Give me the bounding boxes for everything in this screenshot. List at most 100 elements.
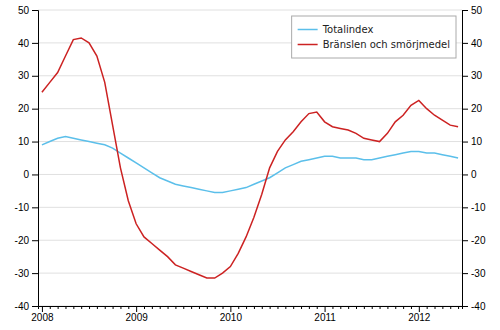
y2-tick-mark <box>462 109 468 110</box>
x-tick <box>387 306 388 309</box>
x-tick-mark <box>458 306 459 309</box>
plot-area <box>42 38 458 278</box>
x-tick <box>191 306 192 309</box>
y-tick-label: -30 <box>15 268 30 279</box>
x-tick-mark <box>427 306 428 309</box>
x-tick <box>175 306 176 309</box>
x-tick <box>160 306 161 309</box>
x-tick-mark <box>262 306 263 309</box>
x-tick <box>58 306 59 309</box>
x-tick-mark <box>270 306 271 309</box>
y2-tick: -40 <box>462 301 486 312</box>
y2-tick-label: 50 <box>471 5 483 16</box>
y2-tick-label: -20 <box>471 235 486 246</box>
y2-tick: -10 <box>462 202 486 213</box>
x-tick-mark <box>199 306 200 309</box>
x-tick <box>128 306 129 309</box>
x-tick <box>238 306 239 309</box>
x-tick-mark <box>58 306 59 309</box>
x-tick <box>50 306 51 309</box>
x-tick <box>152 306 153 309</box>
y-tick-label: 10 <box>18 136 30 147</box>
y2-tick: 50 <box>462 5 483 16</box>
grid-line <box>38 273 462 274</box>
x-tick <box>89 306 90 309</box>
grid-line <box>38 207 462 208</box>
y-tick-mark <box>32 240 38 241</box>
chart: 20082009201020112012-40-30-20-1001020304… <box>0 0 500 330</box>
x-tick <box>293 306 294 309</box>
x-tick <box>403 306 404 309</box>
x-tick <box>270 306 271 309</box>
x-tick: 2011 <box>314 306 336 323</box>
y2-tick-label: 20 <box>471 103 483 114</box>
x-tick-mark <box>128 306 129 309</box>
x-tick <box>395 306 396 309</box>
x-tick-mark <box>160 306 161 309</box>
grid-line <box>38 174 462 175</box>
x-tick-mark <box>168 306 169 309</box>
y2-axis-line <box>463 11 469 307</box>
y-tick: -40 <box>15 301 38 312</box>
x-tick-mark <box>293 306 294 309</box>
y-tick: 10 <box>18 136 38 147</box>
y-tick: 0 <box>23 169 38 180</box>
y2-tick: 20 <box>462 103 483 114</box>
x-tick-mark <box>254 306 255 309</box>
y2-tick-label: -30 <box>471 268 486 279</box>
x-tick-mark <box>372 306 373 309</box>
x-tick-label: 2012 <box>408 312 431 323</box>
y-tick-label: -20 <box>15 235 30 246</box>
x-tick-label: 2009 <box>126 312 149 323</box>
x-tick-label: 2010 <box>220 312 243 323</box>
x-tick-mark <box>285 306 286 309</box>
legend-swatch <box>298 29 318 31</box>
x-tick <box>120 306 121 309</box>
x-tick-mark <box>183 306 184 309</box>
x-tick <box>199 306 200 309</box>
x-tick: 2010 <box>220 306 243 323</box>
y-tick-mark <box>32 142 38 143</box>
y-tick-mark <box>32 10 38 11</box>
x-axis-line <box>39 307 463 310</box>
y2-tick-label: 40 <box>471 38 483 49</box>
x-tick <box>285 306 286 309</box>
y2-tick-mark <box>462 142 468 143</box>
y2-tick-mark <box>462 76 468 77</box>
x-tick: 2008 <box>31 306 54 323</box>
x-tick-mark <box>50 306 51 309</box>
y2-tick-mark <box>462 306 468 307</box>
y2-tick-mark <box>462 174 468 175</box>
x-tick <box>73 306 74 309</box>
y2-axis: -40-30-20-1001020304050 <box>462 5 486 312</box>
x-tick <box>301 306 302 309</box>
y-tick: -10 <box>15 202 38 213</box>
x-tick-mark <box>81 306 82 309</box>
x-tick <box>207 306 208 309</box>
y2-tick-mark <box>462 10 468 11</box>
x-tick-mark <box>332 306 333 309</box>
x-tick <box>223 306 224 309</box>
grid-line <box>38 108 462 109</box>
y2-tick-label: -40 <box>471 301 486 312</box>
x-tick-label: 2011 <box>314 312 336 323</box>
y-tick-mark <box>32 109 38 110</box>
x-tick <box>450 306 451 309</box>
x-tick-mark <box>364 306 365 309</box>
x-tick <box>435 306 436 309</box>
grid-line <box>38 75 462 76</box>
x-tick-mark <box>207 306 208 309</box>
x-tick <box>277 306 278 309</box>
x-tick <box>380 306 381 309</box>
y-tick-mark <box>32 207 38 208</box>
y-axis-line <box>32 11 39 307</box>
x-tick-mark <box>419 306 420 312</box>
y2-tick-mark <box>462 273 468 274</box>
y-axis: -40-30-20-1001020304050 <box>15 5 39 312</box>
x-tick-mark <box>42 306 43 312</box>
y-tick-mark <box>32 273 38 274</box>
series-line <box>42 38 458 278</box>
x-tick <box>105 306 106 309</box>
y2-tick-mark <box>462 240 468 241</box>
x-tick-mark <box>238 306 239 309</box>
